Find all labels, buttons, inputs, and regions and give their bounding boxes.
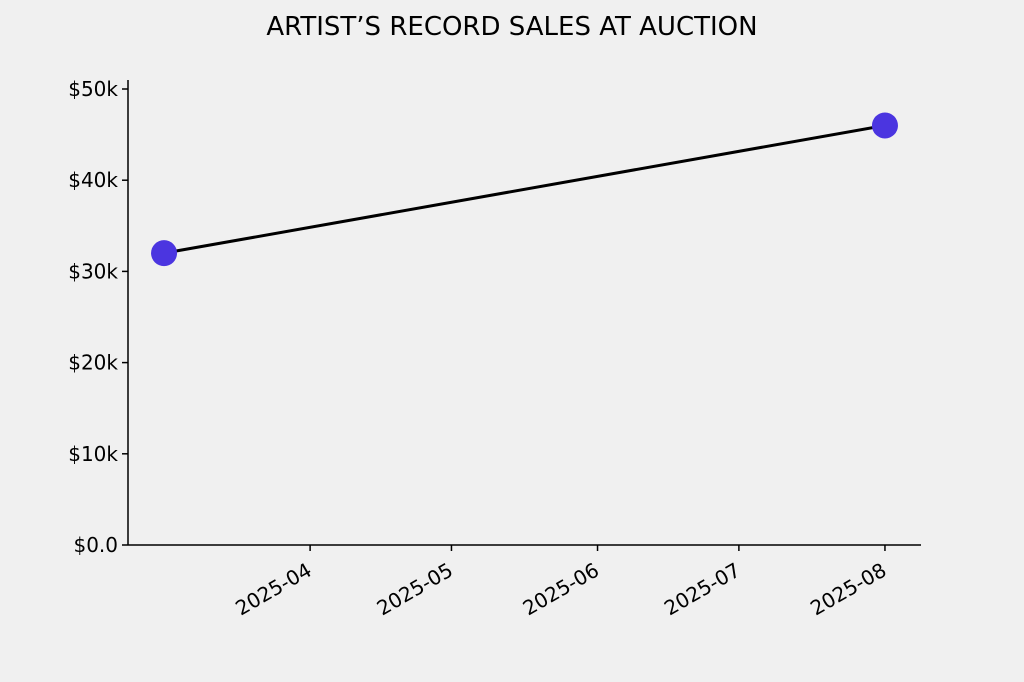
line bbox=[163, 124, 886, 255]
marker bbox=[871, 112, 898, 139]
y-tick-label: $20k bbox=[68, 351, 118, 375]
y-tick-label: $40k bbox=[68, 168, 118, 192]
y-tick-label: $0.0 bbox=[73, 533, 118, 557]
y-tick-label: $30k bbox=[68, 259, 118, 283]
y-tick-label: $50k bbox=[68, 77, 118, 101]
y-tick-label: $10k bbox=[68, 442, 118, 466]
marker bbox=[151, 240, 178, 267]
chart-title: ARTIST’S RECORD SALES AT AUCTION bbox=[266, 12, 757, 42]
